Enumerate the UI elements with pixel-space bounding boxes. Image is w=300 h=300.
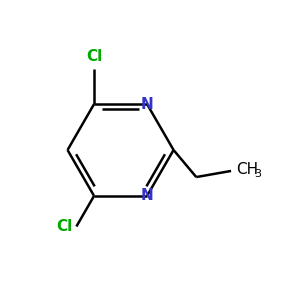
Text: 3: 3 [254, 169, 261, 179]
Text: N: N [141, 97, 153, 112]
Text: Cl: Cl [86, 50, 102, 64]
Text: CH: CH [236, 162, 258, 177]
Text: N: N [141, 188, 153, 203]
Text: Cl: Cl [56, 219, 73, 234]
